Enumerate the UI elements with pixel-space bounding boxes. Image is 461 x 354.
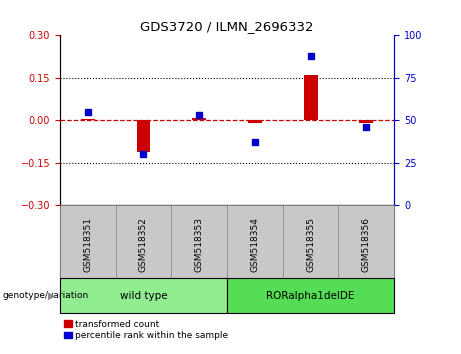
Text: GSM518354: GSM518354	[250, 217, 260, 272]
Bar	[359, 120, 373, 123]
Text: wild type: wild type	[120, 291, 167, 301]
Bar	[81, 119, 95, 120]
Bar	[136, 120, 150, 152]
Text: GSM518352: GSM518352	[139, 217, 148, 272]
Bar	[171, 205, 227, 278]
Text: GSM518353: GSM518353	[195, 217, 204, 272]
Text: genotype/variation: genotype/variation	[2, 291, 89, 300]
Bar	[304, 75, 318, 120]
Text: GSM518351: GSM518351	[83, 217, 92, 272]
Bar	[338, 205, 394, 278]
Text: GSM518355: GSM518355	[306, 217, 315, 272]
Bar	[248, 120, 262, 123]
Bar	[192, 118, 206, 120]
Bar	[60, 278, 227, 313]
Legend: transformed count, percentile rank within the sample: transformed count, percentile rank withi…	[65, 320, 228, 340]
Bar	[283, 205, 338, 278]
Title: GDS3720 / ILMN_2696332: GDS3720 / ILMN_2696332	[140, 20, 314, 33]
Bar	[116, 205, 171, 278]
Bar	[227, 278, 394, 313]
Bar	[60, 205, 116, 278]
Text: RORalpha1delDE: RORalpha1delDE	[266, 291, 355, 301]
Bar	[227, 205, 283, 278]
Text: ▶: ▶	[48, 291, 56, 301]
Text: GSM518356: GSM518356	[362, 217, 371, 272]
